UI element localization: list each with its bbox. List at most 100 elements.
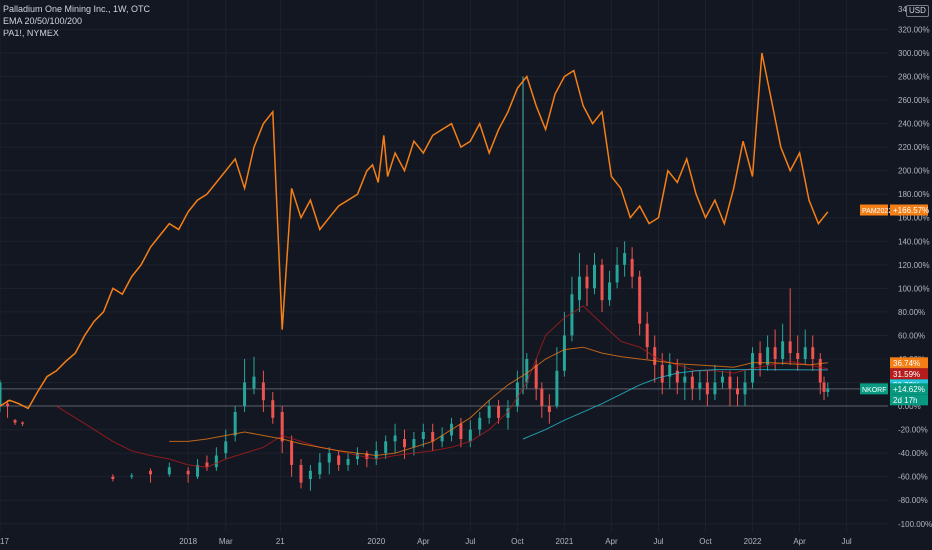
x-axis[interactable]: 2017 2018 Mar 21 2020 Apr Jul Oct 2021 Apr Jul Oct 2… [0, 537, 852, 546]
candle-body [600, 264, 604, 301]
y-axis-tick-label: 0.00% [898, 402, 921, 411]
candle-body [668, 364, 672, 377]
candle-body [728, 376, 732, 389]
candle-body [149, 470, 153, 475]
candle-body [384, 441, 388, 454]
y-axis-tick-label: -80.00% [898, 496, 928, 505]
candle-body [735, 388, 739, 395]
candle-body [743, 382, 747, 395]
candle-body [758, 353, 762, 365]
candle-body [818, 358, 822, 383]
candle-body [252, 376, 256, 389]
candle-body [577, 276, 581, 301]
candle-body [280, 411, 284, 442]
candle-body [243, 382, 247, 407]
candle-body [781, 341, 785, 359]
x-axis-tick-label: 2020 [367, 537, 385, 546]
price-label-value-bg [890, 394, 928, 406]
y-axis-tick-label: 220.00% [898, 143, 930, 152]
legend-compare-symbol[interactable]: PA1!, NYMEX [3, 28, 59, 38]
candle-body [660, 364, 664, 383]
x-axis-tick-label: Oct [699, 537, 712, 546]
candle-body [822, 382, 826, 392]
candle-body [21, 422, 25, 424]
candle-body [570, 294, 574, 336]
candle-body [431, 431, 435, 442]
series-pa1-nymex [0, 52, 829, 410]
x-axis-tick-label: Jul [653, 537, 663, 546]
candle-body [615, 264, 619, 283]
y-axis-tick-label: 140.00% [898, 237, 930, 246]
candle-body [271, 400, 275, 418]
candle-body [478, 417, 482, 430]
price-label-name-bg [860, 383, 888, 395]
candle-body [261, 382, 265, 401]
candle-body [346, 459, 350, 465]
y-axis-tick-label: 60.00% [898, 331, 925, 340]
candle-body [468, 429, 472, 442]
y-axis-tick-label: 300.00% [898, 49, 930, 58]
y-axis-tick-label: 180.00% [898, 190, 930, 199]
candle-body [6, 403, 10, 407]
candle-body [713, 382, 717, 395]
candle-body [585, 276, 589, 289]
candle-body [412, 439, 416, 448]
candle-body [645, 323, 649, 348]
price-label-name: NKORF [862, 387, 887, 394]
y-axis-tick-label: 100.00% [898, 284, 930, 293]
y-axis-tick-label: -40.00% [898, 449, 928, 458]
candle-body [0, 382, 2, 407]
candle-body [675, 370, 679, 383]
y-axis-top-tick: 34 [898, 5, 907, 14]
x-axis-tick-label: Mar [219, 537, 233, 546]
currency-badge[interactable]: USD [906, 5, 929, 17]
x-axis-tick-label: 2021 [556, 537, 574, 546]
candle-body [826, 388, 830, 392]
candle-body [630, 258, 634, 277]
candle-body [224, 441, 228, 454]
candle-body [233, 411, 237, 436]
x-axis-tick-label: Jul [465, 537, 475, 546]
candle-body [698, 382, 702, 389]
candle-body [547, 406, 551, 412]
chart-legend: Palladium One Mining Inc., 1W, OTC EMA 2… [3, 3, 150, 39]
candle-body [593, 264, 597, 289]
candle-body [365, 453, 369, 460]
price-label-value-bg [890, 383, 928, 395]
candle-body [705, 382, 709, 395]
candle-body [683, 376, 687, 383]
price-label-value: +14.62% [893, 385, 925, 394]
series-ema-100 [522, 369, 828, 440]
x-axis-tick-label: Jul [841, 537, 851, 546]
price-label-name-bg [860, 204, 888, 216]
candle-body [337, 455, 341, 465]
y-axis-tick-label: 260.00% [898, 96, 930, 105]
x-axis-tick-label: 21 [276, 537, 285, 546]
candle-body [803, 347, 807, 359]
candle-body [487, 406, 491, 418]
candle-body [299, 464, 303, 483]
price-label-value: 31.59% [893, 370, 920, 379]
candle-body [497, 406, 501, 418]
candle-body [562, 335, 566, 371]
candle-body [690, 376, 694, 389]
legend-symbol-title[interactable]: Palladium One Mining Inc., 1W, OTC [3, 4, 151, 14]
candle-body [608, 282, 612, 301]
candle-body [111, 476, 115, 480]
y-axis-tick-label: 160.00% [898, 214, 930, 223]
legend-ema-indicator[interactable]: EMA 20/50/100/200 [3, 16, 83, 26]
grid-layer [0, 0, 888, 532]
price-label-value-bg [890, 204, 928, 216]
price-label-value-bg [890, 368, 928, 380]
line-series [0, 52, 829, 468]
candle-body [525, 358, 529, 383]
price-label-value: 36.74% [893, 359, 920, 368]
candle-body [751, 353, 755, 383]
candle-body [167, 467, 171, 475]
reference-lines [0, 388, 888, 407]
y-axis-tick-label: 280.00% [898, 73, 930, 82]
candle-body [402, 439, 406, 448]
y-axis[interactable]: 320.00% 300.00% 280.00% 260.00% 240.00% 220.0… [898, 25, 932, 528]
price-label-value-bg [890, 357, 928, 369]
